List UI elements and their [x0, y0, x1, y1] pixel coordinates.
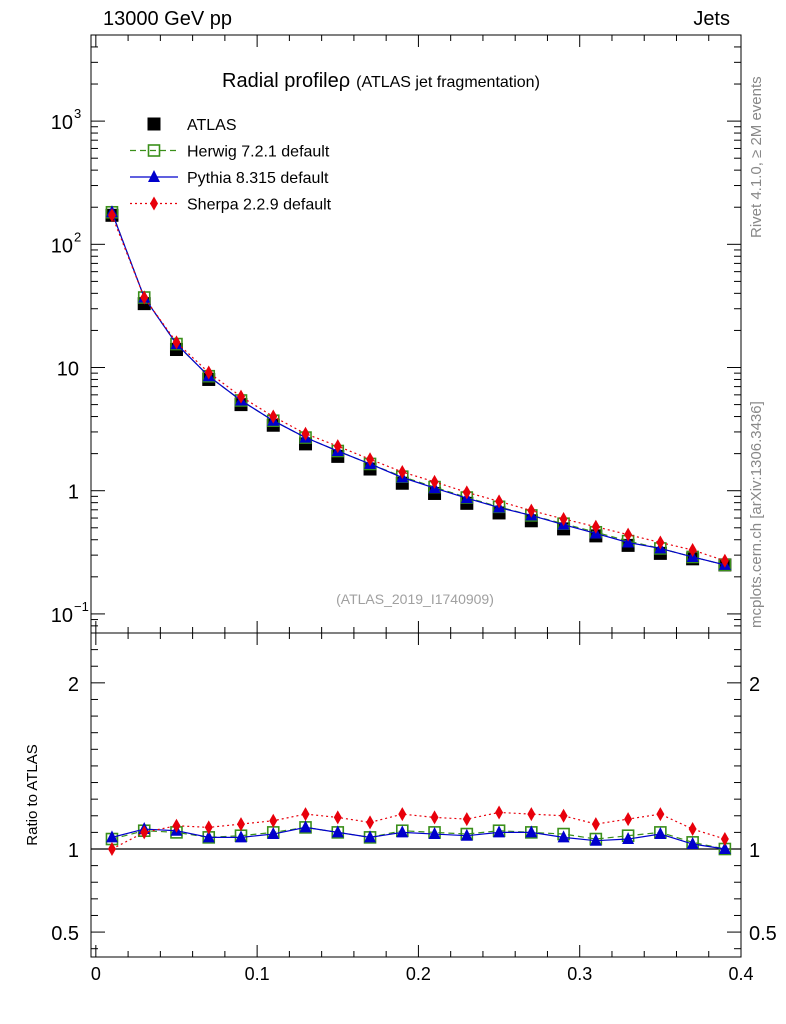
main-y-tick-label: 10	[51, 112, 73, 134]
ratio-sherpa-point	[204, 820, 213, 835]
main-sherpa-point	[688, 543, 697, 558]
main-sherpa-line	[111, 215, 726, 562]
ratio-pythia-point	[364, 830, 377, 843]
ratio-y-tick-label-right: 0.5	[749, 923, 777, 945]
ratio-pythia-point	[202, 830, 215, 843]
main-y-tick-label: 1	[68, 482, 79, 504]
main-sherpa-point	[172, 335, 181, 350]
legend-sherpa-label: Sherpa 2.2.9 default	[187, 197, 332, 214]
ratio-sherpa-point	[720, 832, 729, 847]
ratio-sherpa-point	[559, 808, 568, 823]
ratio-pythia-point	[589, 833, 602, 846]
legend-pythia-label: Pythia 8.315 default	[187, 170, 329, 187]
ratio-pythia-point	[235, 830, 247, 843]
ratio-y-tick-label: 1	[68, 840, 79, 862]
ratio-sherpa-point	[527, 807, 536, 822]
main-y-tick-exponent: 2	[74, 229, 81, 244]
ratio-sherpa-point	[624, 812, 633, 827]
ratio-sherpa-point	[366, 815, 375, 830]
ratio-pythia-point	[557, 830, 570, 843]
main-sherpa-point	[430, 474, 439, 489]
ratio-sherpa-point	[107, 842, 116, 856]
chart-title: Radial profileρ (ATLAS jet fragmentation)	[222, 70, 540, 92]
ratio-pythia-line	[111, 826, 725, 850]
main-y-tick-exponent: −1	[74, 599, 89, 614]
ratio-sherpa-point	[656, 807, 665, 822]
ratio-pythia-point	[267, 827, 280, 840]
ratio-pythia-point	[105, 830, 118, 843]
main-sherpa-point	[720, 553, 729, 568]
ratio-pythia-point	[622, 832, 635, 845]
ratio-pythia-point	[525, 825, 538, 838]
main-sherpa-point	[107, 208, 116, 223]
main-sherpa-point	[237, 389, 245, 404]
analysis-watermark: (ATLAS_2019_I1740909)	[336, 591, 494, 607]
main-y-tick-label: 10	[51, 235, 73, 257]
legend-atlas-marker	[147, 117, 161, 131]
ratio-sherpa-point	[172, 818, 181, 833]
main-sherpa-point	[301, 426, 310, 441]
header-right-label: Jets	[693, 8, 730, 30]
ratio-pythia-point	[396, 825, 409, 838]
ratio-pythia-point	[686, 837, 699, 850]
main-y-tick-label: 10	[57, 359, 79, 381]
ratio-sherpa-point	[688, 822, 697, 837]
ratio-plot-frame	[90, 632, 742, 958]
main-pythia-line	[111, 212, 726, 566]
x-tick-label: 0	[91, 964, 101, 984]
x-tick-label: 0.3	[567, 964, 592, 984]
main-sherpa-point	[495, 494, 504, 509]
ratio-pythia-point	[493, 825, 506, 838]
legend-atlas-label: ATLAS	[187, 117, 237, 134]
ratio-sherpa-point	[398, 807, 407, 822]
ratio-y-tick-label-right: 1	[749, 840, 760, 862]
ratio-pythia-point	[654, 827, 667, 840]
ratio-pythia-point	[460, 828, 473, 841]
legend-pythia-marker	[148, 170, 160, 182]
main-sherpa-point	[624, 527, 633, 542]
ratio-pythia-point	[299, 820, 312, 833]
main-sherpa-point	[204, 365, 213, 380]
ratio-sherpa-point	[237, 817, 245, 832]
ratio-sherpa-point	[301, 807, 310, 822]
ratio-sherpa-point	[591, 817, 600, 832]
header-left-label: 13000 GeV pp	[103, 8, 232, 30]
ratio-pythia-point	[428, 827, 441, 840]
legend-sherpa-marker	[150, 196, 158, 211]
main-sherpa-point	[269, 409, 278, 424]
ratio-y-tick-label-right: 2	[749, 674, 760, 696]
ratio-sherpa-point	[430, 810, 439, 825]
ratio-sherpa-point	[462, 812, 471, 827]
main-sherpa-point	[140, 290, 149, 305]
main-y-tick-label: 10	[51, 605, 73, 627]
main-sherpa-point	[462, 485, 471, 500]
legend-herwig-label: Herwig 7.2.1 default	[187, 144, 330, 161]
main-sherpa-point	[333, 439, 342, 454]
ratio-sherpa-point	[269, 813, 278, 828]
main-y-tick-exponent: 3	[74, 106, 81, 121]
main-sherpa-point	[366, 452, 375, 467]
main-sherpa-point	[591, 519, 600, 534]
ratio-pythia-point	[718, 842, 731, 854]
ratio-pythia-point	[331, 825, 344, 838]
ratio-sherpa-point	[495, 805, 504, 820]
x-tick-label: 0.4	[728, 964, 753, 984]
ratio-sherpa-line	[111, 811, 726, 850]
legend-herwig-marker	[147, 144, 161, 157]
main-herwig-line	[111, 212, 726, 566]
main-sherpa-point	[398, 464, 407, 479]
ratio-y-tick-label: 2	[68, 674, 79, 696]
ratio-y-axis-label: Ratio to ATLAS	[24, 744, 41, 845]
ratio-sherpa-point	[333, 810, 342, 825]
x-tick-label: 0.2	[406, 964, 431, 984]
main-sherpa-point	[527, 503, 536, 518]
main-sherpa-point	[656, 535, 665, 550]
x-tick-label: 0.1	[245, 964, 270, 984]
ratio-y-tick-label: 0.5	[51, 923, 79, 945]
ratio-sherpa-point	[140, 825, 149, 840]
main-sherpa-point	[559, 511, 568, 526]
